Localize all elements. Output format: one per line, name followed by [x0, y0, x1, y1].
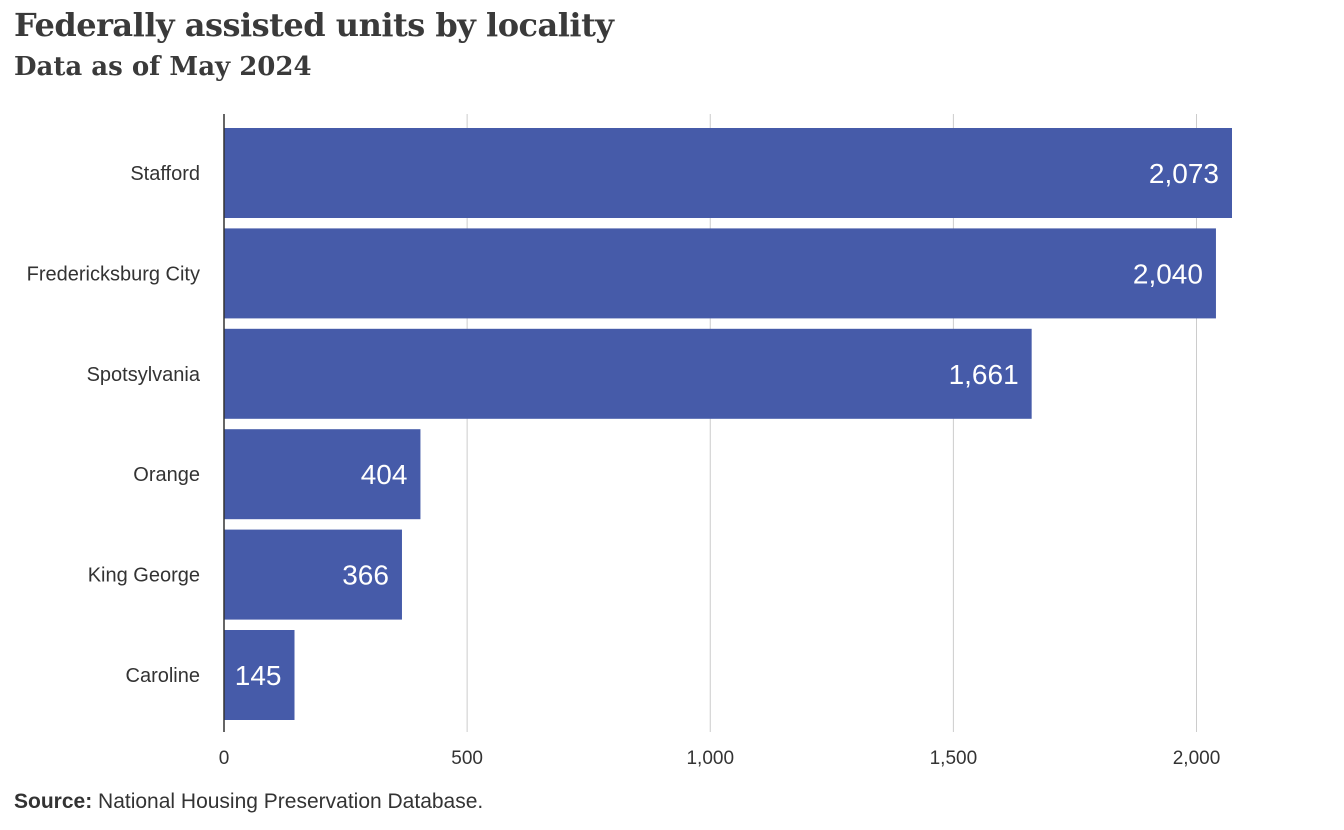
category-label: Stafford	[130, 163, 200, 185]
x-tick-label: 2,000	[1173, 748, 1221, 769]
bar-value-label: 1,661	[949, 359, 1019, 390]
source-label: Source:	[14, 790, 93, 813]
bar-value-label: 2,073	[1149, 158, 1219, 189]
source-note: Source: National Housing Preservation Da…	[14, 790, 483, 814]
chart-title: Federally assisted units by locality	[14, 6, 614, 44]
bars: 2,073 2,040 1,661 404 366 145	[224, 128, 1232, 720]
category-label: Caroline	[126, 665, 200, 687]
bar	[224, 128, 1232, 218]
bar	[224, 529, 402, 620]
bar	[224, 228, 1216, 319]
category-label: Spotsylvania	[87, 364, 201, 386]
axes: 0 500 1,000 1,500 2,000 Stafford Fredericksbur…	[27, 114, 1221, 769]
bar	[224, 328, 1032, 419]
category-label: Orange	[133, 464, 200, 486]
x-tick-label: 500	[451, 748, 483, 769]
x-tick-label: 1,000	[686, 748, 734, 769]
bar-chart: 2,073 2,040 1,661 404 366 145 0 500 1,000 1,500 2…	[27, 114, 1232, 769]
category-label: Fredericksburg City	[27, 263, 200, 285]
bar-value-label: 404	[361, 459, 408, 490]
bar	[224, 429, 421, 520]
bar	[224, 630, 295, 720]
bar-value-label: 145	[235, 660, 282, 691]
x-tick-label: 0	[219, 748, 230, 769]
chart-subtitle: Data as of May 2024	[14, 52, 312, 82]
bar-value-label: 366	[342, 560, 389, 591]
source-text: National Housing Preservation Database.	[92, 790, 484, 813]
x-tick-label: 1,500	[930, 748, 978, 769]
bar-value-label: 2,040	[1133, 258, 1203, 289]
category-label: King George	[88, 565, 200, 587]
